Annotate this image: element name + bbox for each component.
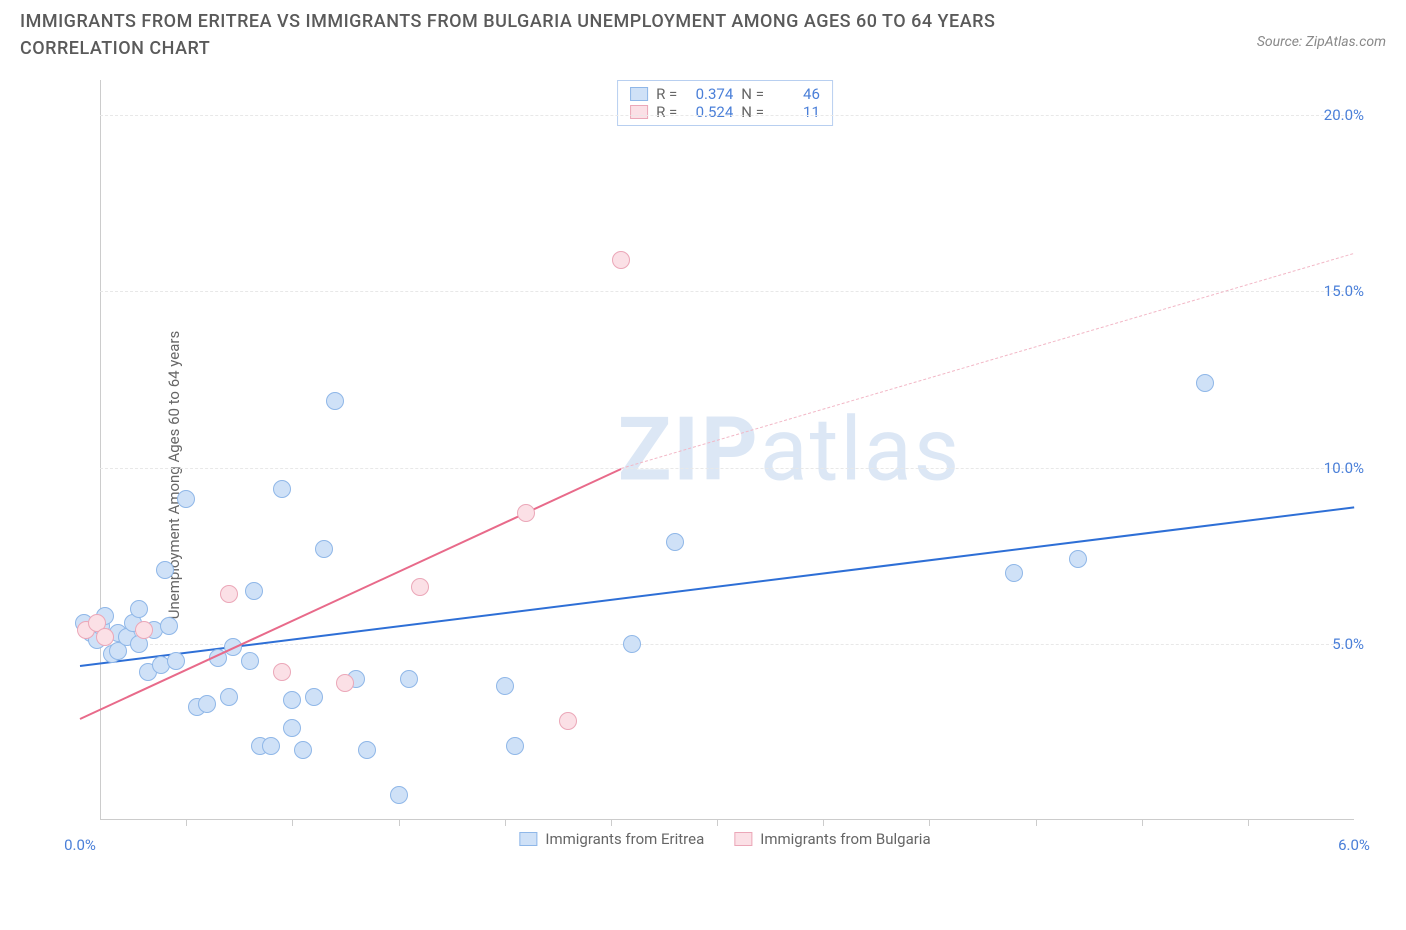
legend-row: R = 0.524 N = 11	[630, 103, 820, 121]
y-tick-label: 20.0%	[1324, 106, 1364, 124]
data-point	[160, 617, 178, 635]
legend-n-value: 11	[772, 103, 820, 121]
legend-r-value: 0.374	[685, 85, 733, 103]
x-tick	[186, 820, 187, 826]
data-point	[315, 540, 333, 558]
data-point	[326, 392, 344, 410]
data-point	[245, 582, 263, 600]
y-tick-label: 10.0%	[1324, 459, 1364, 477]
x-tick-label: 0.0%	[64, 836, 96, 854]
data-point	[506, 737, 524, 755]
gridline	[100, 644, 1354, 645]
trend-line	[621, 253, 1354, 469]
legend-n-label: N =	[741, 85, 764, 103]
data-point	[262, 737, 280, 755]
legend-label: Immigrants from Bulgaria	[760, 830, 930, 848]
data-point	[220, 585, 238, 603]
gridline	[100, 468, 1354, 469]
data-point	[666, 533, 684, 551]
data-point	[336, 674, 354, 692]
gridline	[100, 291, 1354, 292]
x-tick-label: 6.0%	[1338, 836, 1370, 854]
data-point	[198, 695, 216, 713]
data-point	[220, 688, 238, 706]
data-point	[358, 741, 376, 759]
data-point	[559, 712, 577, 730]
data-point	[283, 691, 301, 709]
x-tick	[823, 820, 824, 826]
legend-r-value: 0.524	[685, 103, 733, 121]
data-point	[1005, 564, 1023, 582]
data-point	[390, 786, 408, 804]
data-point	[623, 635, 641, 653]
data-point	[496, 677, 514, 695]
x-tick	[1248, 820, 1249, 826]
data-point	[96, 628, 114, 646]
data-point	[294, 741, 312, 759]
gridline	[100, 115, 1354, 116]
legend-swatch	[630, 105, 648, 119]
data-point	[177, 490, 195, 508]
x-axis-line	[100, 819, 1354, 820]
data-point	[130, 600, 148, 618]
x-tick	[505, 820, 506, 826]
x-tick	[1142, 820, 1143, 826]
chart-area: Unemployment Among Ages 60 to 64 years Z…	[60, 80, 1386, 870]
legend-item: Immigrants from Eritrea	[519, 830, 704, 848]
y-tick-label: 5.0%	[1332, 635, 1364, 653]
legend-r-label: R =	[656, 85, 677, 103]
plot-region: ZIPatlas R = 0.374 N = 46 R = 0.524 N = …	[80, 80, 1370, 850]
data-point	[1196, 374, 1214, 392]
y-tick-label: 15.0%	[1324, 282, 1364, 300]
data-point	[517, 504, 535, 522]
legend-swatch	[519, 832, 537, 846]
legend-n-label: N =	[741, 103, 764, 121]
data-point	[400, 670, 418, 688]
data-point	[283, 719, 301, 737]
data-point	[135, 621, 153, 639]
watermark: ZIPatlas	[618, 398, 961, 501]
data-point	[305, 688, 323, 706]
x-tick	[611, 820, 612, 826]
x-tick	[717, 820, 718, 826]
legend-row: R = 0.374 N = 46	[630, 85, 820, 103]
data-point	[241, 652, 259, 670]
legend-r-label: R =	[656, 103, 677, 121]
legend-item: Immigrants from Bulgaria	[734, 830, 930, 848]
data-point	[1069, 550, 1087, 568]
x-tick	[929, 820, 930, 826]
watermark-rest: atlas	[760, 398, 961, 501]
legend-series: Immigrants from Eritrea Immigrants from …	[519, 830, 930, 848]
x-tick	[399, 820, 400, 826]
data-point	[411, 578, 429, 596]
legend-n-value: 46	[772, 85, 820, 103]
data-point	[156, 561, 174, 579]
data-point	[273, 480, 291, 498]
legend-label: Immigrants from Eritrea	[545, 830, 704, 848]
data-point	[167, 652, 185, 670]
data-point	[273, 663, 291, 681]
legend-swatch	[630, 87, 648, 101]
chart-title: IMMIGRANTS FROM ERITREA VS IMMIGRANTS FR…	[20, 8, 1120, 62]
legend-correlation: R = 0.374 N = 46 R = 0.524 N = 11	[617, 80, 833, 126]
watermark-bold: ZIP	[618, 398, 760, 501]
legend-swatch	[734, 832, 752, 846]
data-point	[612, 251, 630, 269]
x-tick	[1036, 820, 1037, 826]
source-attribution: Source: ZipAtlas.com	[1257, 8, 1386, 50]
x-tick	[292, 820, 293, 826]
chart-header: IMMIGRANTS FROM ERITREA VS IMMIGRANTS FR…	[0, 0, 1406, 66]
